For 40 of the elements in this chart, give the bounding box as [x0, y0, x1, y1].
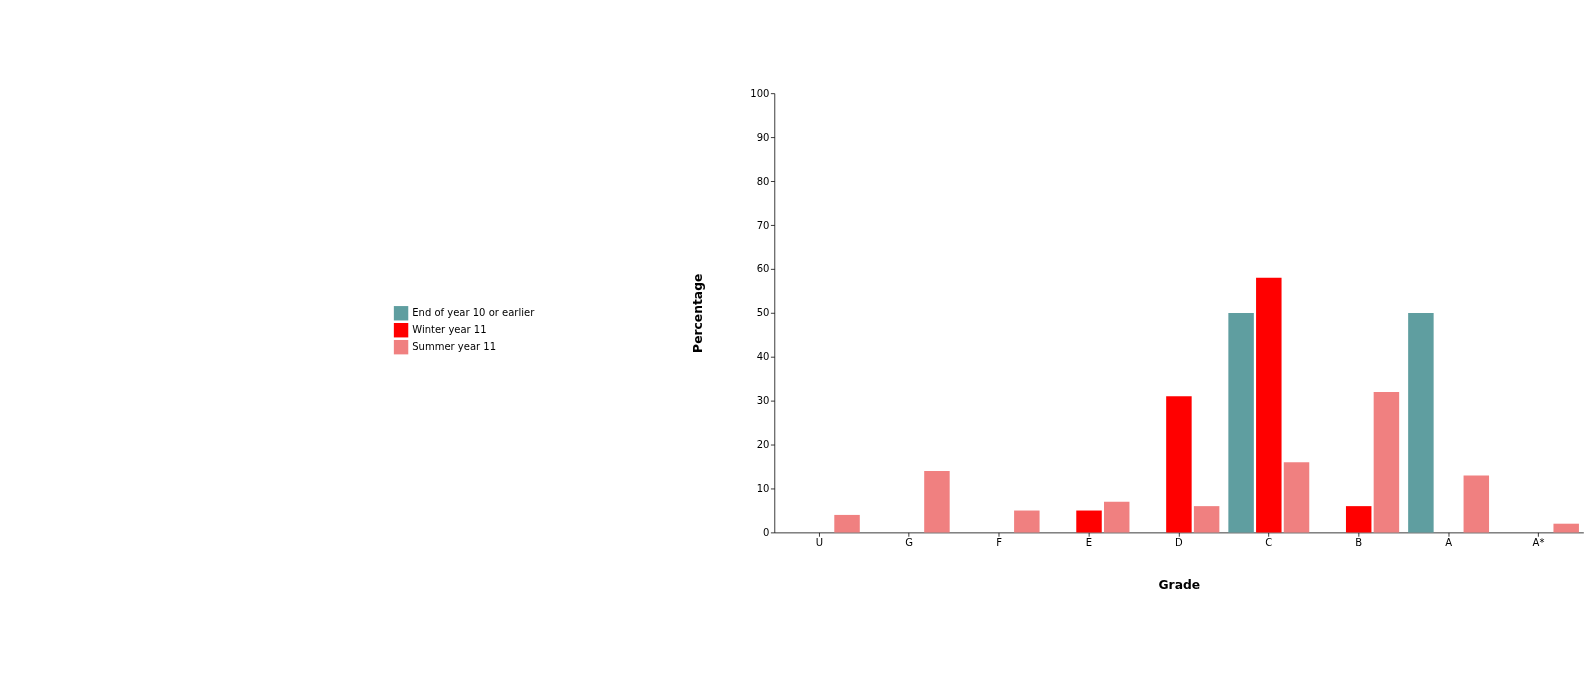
- bar: [1228, 312, 1254, 533]
- legend-label: End of year 10 or earlier: [412, 307, 536, 319]
- x-tick-label: F: [996, 536, 1003, 548]
- y-tick-label: 0: [763, 526, 770, 538]
- x-tick-label: E: [1085, 536, 1093, 548]
- bar: [924, 471, 950, 533]
- y-tick-label: 30: [756, 395, 770, 407]
- x-tick-label: D: [1175, 536, 1184, 548]
- y-tick-label: 70: [756, 219, 770, 231]
- bar: [1014, 510, 1040, 533]
- bar: [1103, 501, 1130, 533]
- y-tick-label: 40: [756, 351, 770, 363]
- bar: [1283, 462, 1310, 533]
- bar: [834, 514, 860, 533]
- x-tick-label: G: [905, 536, 914, 548]
- y-tick-label: 80: [756, 175, 770, 187]
- y-tick-label: 100: [750, 87, 770, 99]
- bar: [1408, 312, 1434, 533]
- x-tick-label: A*: [1532, 536, 1545, 548]
- legend-label: Summer year 11: [412, 341, 497, 353]
- x-tick-label: U: [815, 536, 823, 548]
- legend-label: Winter year 11: [412, 324, 487, 336]
- y-tick-label: 10: [756, 483, 770, 495]
- y-tick-label: 50: [756, 307, 770, 319]
- bar: [1373, 391, 1400, 533]
- y-tick-label: 20: [756, 439, 770, 451]
- y-tick-label: 90: [756, 131, 770, 143]
- bar: [1553, 523, 1579, 533]
- y-tick-label: 60: [756, 263, 770, 275]
- x-tick-label: A: [1445, 536, 1453, 548]
- bar: [1256, 277, 1282, 533]
- bar: [1166, 396, 1192, 533]
- y-axis-title: Percentage: [690, 273, 705, 353]
- x-tick-label: B: [1355, 536, 1363, 548]
- bar: [1193, 506, 1220, 533]
- bar: [1076, 510, 1102, 533]
- bar: [1345, 506, 1372, 533]
- x-axis-title: Grade: [1158, 578, 1201, 593]
- x-tick-label: C: [1265, 536, 1273, 548]
- bar: [1463, 475, 1490, 533]
